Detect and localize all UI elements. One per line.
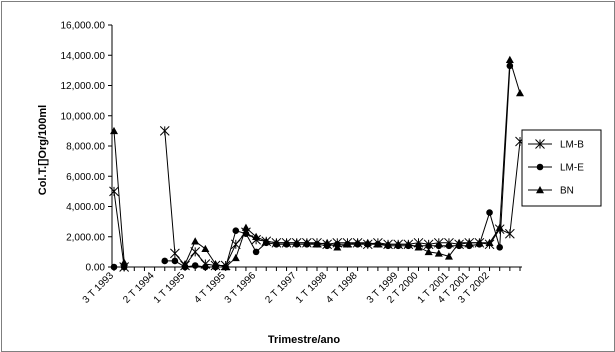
data-point-stroke <box>535 139 545 149</box>
data-point <box>159 126 170 136</box>
data-point-stroke <box>170 248 180 259</box>
data-point <box>201 244 210 253</box>
data-point <box>202 263 209 271</box>
data-point <box>465 238 474 246</box>
data-point <box>110 263 118 271</box>
data-point <box>445 242 453 250</box>
data-point <box>241 223 250 231</box>
y-tick-label: 14,000.00 <box>61 51 106 62</box>
data-point <box>282 238 291 246</box>
y-tick-label: 0.00 <box>86 263 106 274</box>
x-tick-label: 3 T 1996 <box>223 270 259 306</box>
data-point-stroke <box>159 126 170 136</box>
data-point <box>535 139 545 149</box>
y-axis-title: Col.T.[]Org/100ml <box>37 105 49 195</box>
data-point <box>109 186 119 197</box>
data-point <box>262 237 271 245</box>
data-point <box>475 238 484 246</box>
y-tick-label: 6,000.00 <box>66 172 105 183</box>
data-point <box>323 238 332 246</box>
y-tick-label: 2,000.00 <box>66 232 105 243</box>
x-tick-label: 3 T 1993 <box>81 270 117 306</box>
series-line <box>184 59 521 268</box>
data-point-stroke <box>109 186 119 197</box>
data-point-stroke <box>504 228 515 239</box>
series-bn <box>110 55 524 271</box>
data-point <box>414 243 423 251</box>
plot-area <box>112 25 522 267</box>
data-point <box>425 242 432 250</box>
y-axis: 0.00 2,000.00 4,000.00 6,000.00 8,000.00 10,0… <box>61 21 113 274</box>
series-line <box>113 191 125 268</box>
data-point <box>353 238 362 246</box>
data-point <box>343 240 352 248</box>
legend-label: BN <box>560 186 574 197</box>
y-tick-label: 12,000.00 <box>61 81 106 92</box>
x-tick-label: 4 T 1995 <box>192 270 228 306</box>
data-point <box>536 186 544 194</box>
data-point <box>171 257 179 265</box>
legend-label: LM-E <box>560 163 584 174</box>
data-point <box>110 126 118 135</box>
legend-label: LM-B <box>560 140 584 151</box>
data-point <box>252 248 260 256</box>
data-point <box>252 232 261 240</box>
series-layer <box>109 55 525 272</box>
data-point <box>444 252 453 260</box>
data-point <box>292 238 301 246</box>
data-point <box>161 257 169 265</box>
x-tick-label: 1 T 1998 <box>294 270 330 306</box>
data-point <box>384 240 393 248</box>
data-point <box>170 248 180 259</box>
legend-item-lm-e: LM-E <box>528 163 584 174</box>
data-point <box>496 244 504 251</box>
data-point <box>486 209 493 216</box>
data-point <box>485 238 494 246</box>
data-point <box>120 258 129 266</box>
data-point <box>404 240 413 248</box>
data-point <box>232 227 240 234</box>
data-point <box>333 243 342 251</box>
x-axis-title: Trimestre/ano <box>268 334 340 346</box>
data-point <box>363 238 372 246</box>
data-point <box>221 263 230 271</box>
data-point <box>435 242 443 250</box>
data-point <box>504 228 515 239</box>
data-point <box>505 55 514 63</box>
data-point <box>181 259 190 268</box>
legend-item-bn: BN <box>528 186 574 197</box>
data-point <box>191 262 199 269</box>
x-tick-label: 4 T 1998 <box>324 270 360 306</box>
data-point <box>191 237 200 245</box>
data-point-stroke <box>190 247 201 257</box>
data-point <box>434 249 443 257</box>
data-point <box>373 240 382 248</box>
data-point <box>455 238 464 246</box>
x-tick-label: 2 T 1997 <box>263 270 299 306</box>
data-point <box>495 223 504 231</box>
data-point <box>302 238 311 246</box>
data-point <box>272 238 281 246</box>
series-line <box>113 130 125 263</box>
legend-item-lm-b: LM-B <box>528 139 584 151</box>
y-tick-label: 8,000.00 <box>66 142 105 153</box>
data-point <box>313 240 321 248</box>
data-point <box>394 240 403 248</box>
data-point <box>516 89 524 97</box>
data-point <box>231 253 240 262</box>
data-point <box>536 163 544 171</box>
data-point <box>424 247 433 256</box>
legend: LM-B LM-E BN <box>521 129 602 207</box>
x-tick-label: 1 T 1995 <box>152 270 188 306</box>
data-point <box>211 259 220 268</box>
y-tick-label: 4,000.00 <box>66 202 105 213</box>
data-point-stroke <box>230 239 241 250</box>
x-tick-label: 2 T 1994 <box>121 270 157 306</box>
y-tick-label: 16,000.00 <box>61 21 106 32</box>
y-tick-label: 10,000.00 <box>61 111 106 122</box>
legend-box <box>521 129 602 207</box>
